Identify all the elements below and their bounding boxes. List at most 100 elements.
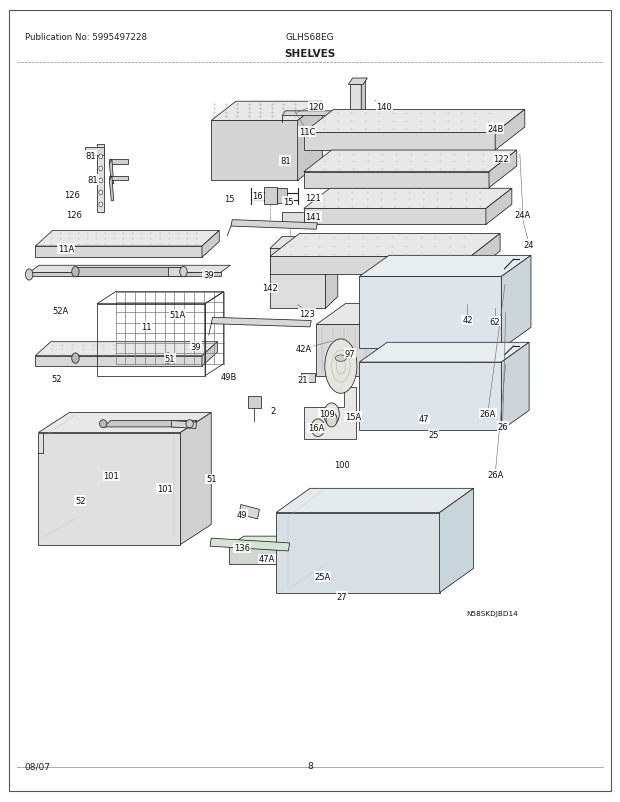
Polygon shape [38, 413, 211, 433]
Ellipse shape [335, 355, 347, 362]
Polygon shape [229, 546, 306, 564]
Polygon shape [76, 354, 168, 363]
Polygon shape [171, 421, 197, 429]
Polygon shape [159, 354, 174, 363]
Text: 25: 25 [428, 430, 439, 439]
Polygon shape [109, 160, 113, 184]
Polygon shape [270, 234, 500, 257]
Text: 101: 101 [157, 484, 173, 493]
Polygon shape [502, 256, 531, 349]
Polygon shape [264, 188, 277, 205]
Polygon shape [316, 325, 471, 377]
Polygon shape [361, 79, 366, 161]
Polygon shape [270, 237, 338, 249]
Polygon shape [35, 247, 202, 258]
Text: 16: 16 [252, 192, 263, 200]
Polygon shape [486, 189, 512, 225]
Text: 52: 52 [51, 375, 62, 384]
Text: 24A: 24A [515, 211, 531, 220]
Polygon shape [248, 396, 260, 408]
Polygon shape [97, 145, 104, 213]
Polygon shape [304, 189, 512, 209]
Text: 47: 47 [419, 415, 430, 424]
Polygon shape [304, 151, 516, 172]
Polygon shape [387, 131, 433, 139]
Polygon shape [109, 176, 113, 201]
Polygon shape [270, 257, 471, 275]
Polygon shape [298, 102, 322, 181]
Polygon shape [440, 488, 474, 593]
Text: 08/07: 08/07 [25, 761, 51, 770]
Polygon shape [316, 304, 500, 325]
Polygon shape [180, 413, 211, 545]
Text: 140: 140 [376, 103, 392, 111]
Text: GLHS68EG: GLHS68EG [286, 34, 334, 43]
Text: 120: 120 [308, 103, 324, 111]
Text: 123: 123 [299, 310, 315, 318]
Polygon shape [360, 343, 529, 363]
Polygon shape [489, 151, 516, 188]
Circle shape [99, 179, 103, 184]
Text: 26: 26 [497, 422, 508, 431]
Text: 27: 27 [337, 593, 347, 602]
Polygon shape [350, 85, 361, 161]
Polygon shape [276, 488, 474, 513]
Text: 81: 81 [280, 156, 291, 166]
Text: 97: 97 [345, 350, 355, 358]
Polygon shape [29, 266, 231, 273]
Ellipse shape [25, 269, 33, 281]
Polygon shape [270, 249, 326, 309]
Text: 11C: 11C [299, 128, 315, 137]
Polygon shape [282, 111, 335, 116]
Polygon shape [109, 176, 128, 181]
Text: 15: 15 [224, 195, 235, 204]
Text: SHELVES: SHELVES [285, 50, 335, 59]
Polygon shape [282, 213, 304, 227]
Text: 15: 15 [283, 197, 294, 206]
Polygon shape [471, 234, 500, 275]
Text: 42: 42 [462, 316, 472, 325]
Text: 24: 24 [524, 241, 534, 249]
Polygon shape [168, 268, 184, 277]
Text: 47A: 47A [259, 555, 275, 564]
Ellipse shape [100, 420, 107, 428]
Polygon shape [211, 121, 298, 181]
Text: 136: 136 [234, 544, 250, 553]
Ellipse shape [186, 420, 193, 428]
Ellipse shape [325, 339, 357, 394]
Polygon shape [304, 110, 525, 133]
Text: 25A: 25A [314, 573, 330, 581]
Text: 52: 52 [75, 496, 86, 505]
Text: 142: 142 [262, 284, 278, 293]
Text: 51: 51 [165, 354, 175, 363]
Ellipse shape [311, 419, 325, 437]
Text: 26A: 26A [487, 470, 503, 479]
Polygon shape [239, 505, 259, 519]
Text: 51A: 51A [169, 310, 185, 319]
Polygon shape [35, 342, 218, 356]
Polygon shape [35, 231, 219, 247]
Polygon shape [35, 356, 202, 367]
Ellipse shape [326, 413, 337, 427]
Text: 15A: 15A [345, 412, 361, 422]
Ellipse shape [180, 267, 187, 277]
Polygon shape [29, 273, 221, 277]
Polygon shape [304, 172, 489, 188]
Text: 100: 100 [334, 460, 350, 469]
Polygon shape [276, 513, 440, 593]
Ellipse shape [72, 354, 79, 364]
Polygon shape [277, 189, 287, 204]
Text: 62: 62 [490, 318, 500, 326]
Text: 52A: 52A [52, 307, 68, 316]
Polygon shape [211, 318, 311, 327]
Polygon shape [104, 421, 197, 427]
Polygon shape [229, 537, 321, 546]
Polygon shape [85, 148, 104, 156]
Polygon shape [76, 268, 184, 277]
Ellipse shape [324, 403, 339, 426]
Text: 121: 121 [305, 193, 321, 202]
Polygon shape [326, 237, 338, 309]
Text: 109: 109 [319, 409, 335, 419]
Polygon shape [304, 387, 356, 439]
Ellipse shape [164, 354, 172, 364]
